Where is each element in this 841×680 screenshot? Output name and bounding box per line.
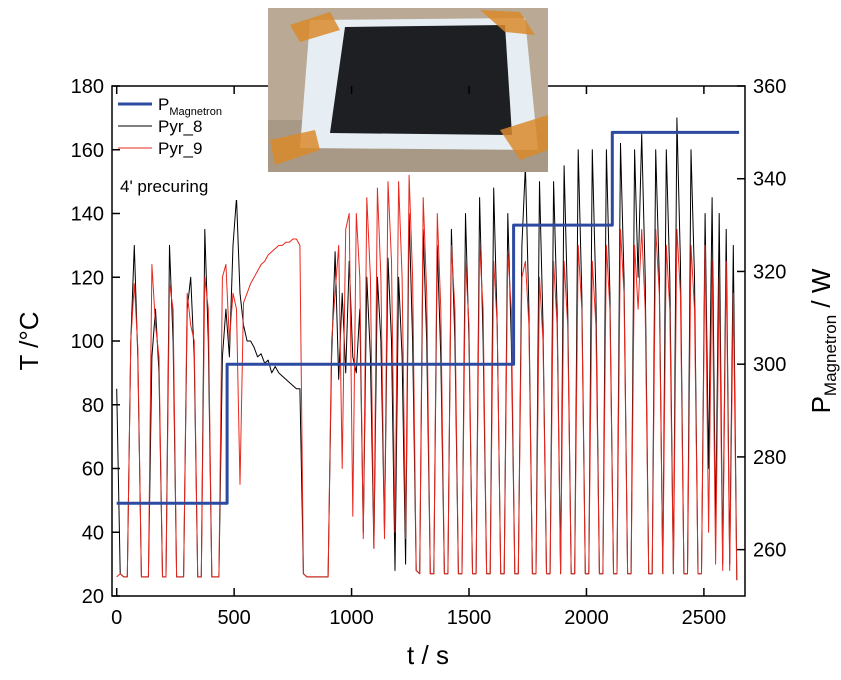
y-tick-label: 20 — [82, 586, 104, 608]
y2-label-sub: Magnetron — [821, 315, 840, 396]
x-tick-label: 2500 — [682, 607, 727, 629]
x-tick-label: 500 — [217, 607, 250, 629]
y-tick-label: 140 — [71, 204, 104, 226]
y-axis-label: T /°C — [14, 311, 44, 370]
y-tick-label: 120 — [71, 267, 104, 289]
y2-tick-label: 260 — [753, 540, 786, 562]
annotation: 4' precuring — [120, 177, 208, 196]
x-tick-label: 1500 — [447, 607, 492, 629]
y-tick-label: 40 — [82, 522, 104, 544]
legend-label-main: Pyr_8 — [158, 117, 202, 136]
legend-label: Pyr_9 — [158, 139, 202, 158]
y2-axis-label: PMagnetron / W — [806, 268, 840, 413]
x-tick-label: 2000 — [564, 607, 609, 629]
legend-box — [114, 88, 266, 200]
photo-tape — [480, 10, 535, 35]
photo-tape — [290, 12, 340, 42]
y2-tick-label: 300 — [753, 354, 786, 376]
y2-tick-label: 320 — [753, 261, 786, 283]
series-layer — [116, 117, 740, 581]
y2-tick-label: 340 — [753, 169, 786, 191]
y2-tick-label: 360 — [753, 76, 786, 98]
x-axis-label: t / s — [407, 640, 449, 670]
y-tick-label: 180 — [71, 76, 104, 98]
legend-label: Pyr_8 — [158, 117, 202, 136]
y2-label-main: P — [806, 396, 836, 413]
x-tick-label: 0 — [111, 607, 122, 629]
inset-photo — [268, 8, 548, 172]
legend-label: PMagnetron — [158, 95, 222, 118]
series-line — [116, 130, 740, 505]
photo-tape — [500, 115, 548, 160]
y2-label-suffix: / W — [806, 268, 836, 315]
legend-label-main: Pyr_9 — [158, 139, 202, 158]
x-tick-label: 1000 — [329, 607, 374, 629]
legend-label-sub: Magnetron — [169, 106, 222, 118]
y-tick-label: 60 — [82, 459, 104, 481]
photo-tape — [270, 130, 320, 165]
series-line — [116, 174, 738, 581]
y-tick-label: 100 — [71, 331, 104, 353]
y-tick-label: 80 — [82, 395, 104, 417]
photo-mesh — [330, 25, 512, 135]
legend-label-main: P — [158, 95, 169, 114]
y-tick-label: 160 — [71, 140, 104, 162]
y2-tick-label: 280 — [753, 447, 786, 469]
